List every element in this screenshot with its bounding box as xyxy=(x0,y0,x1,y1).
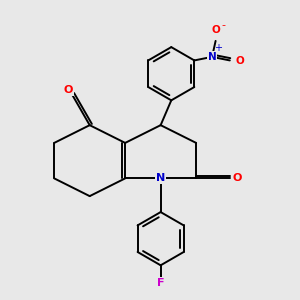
Text: +: + xyxy=(214,43,223,53)
Text: F: F xyxy=(157,278,164,288)
Text: O: O xyxy=(64,85,73,95)
Text: O: O xyxy=(232,173,242,183)
Text: N: N xyxy=(156,173,165,183)
Text: -: - xyxy=(221,20,225,30)
Text: O: O xyxy=(236,56,244,66)
Text: O: O xyxy=(212,25,221,34)
Text: N: N xyxy=(208,52,216,62)
